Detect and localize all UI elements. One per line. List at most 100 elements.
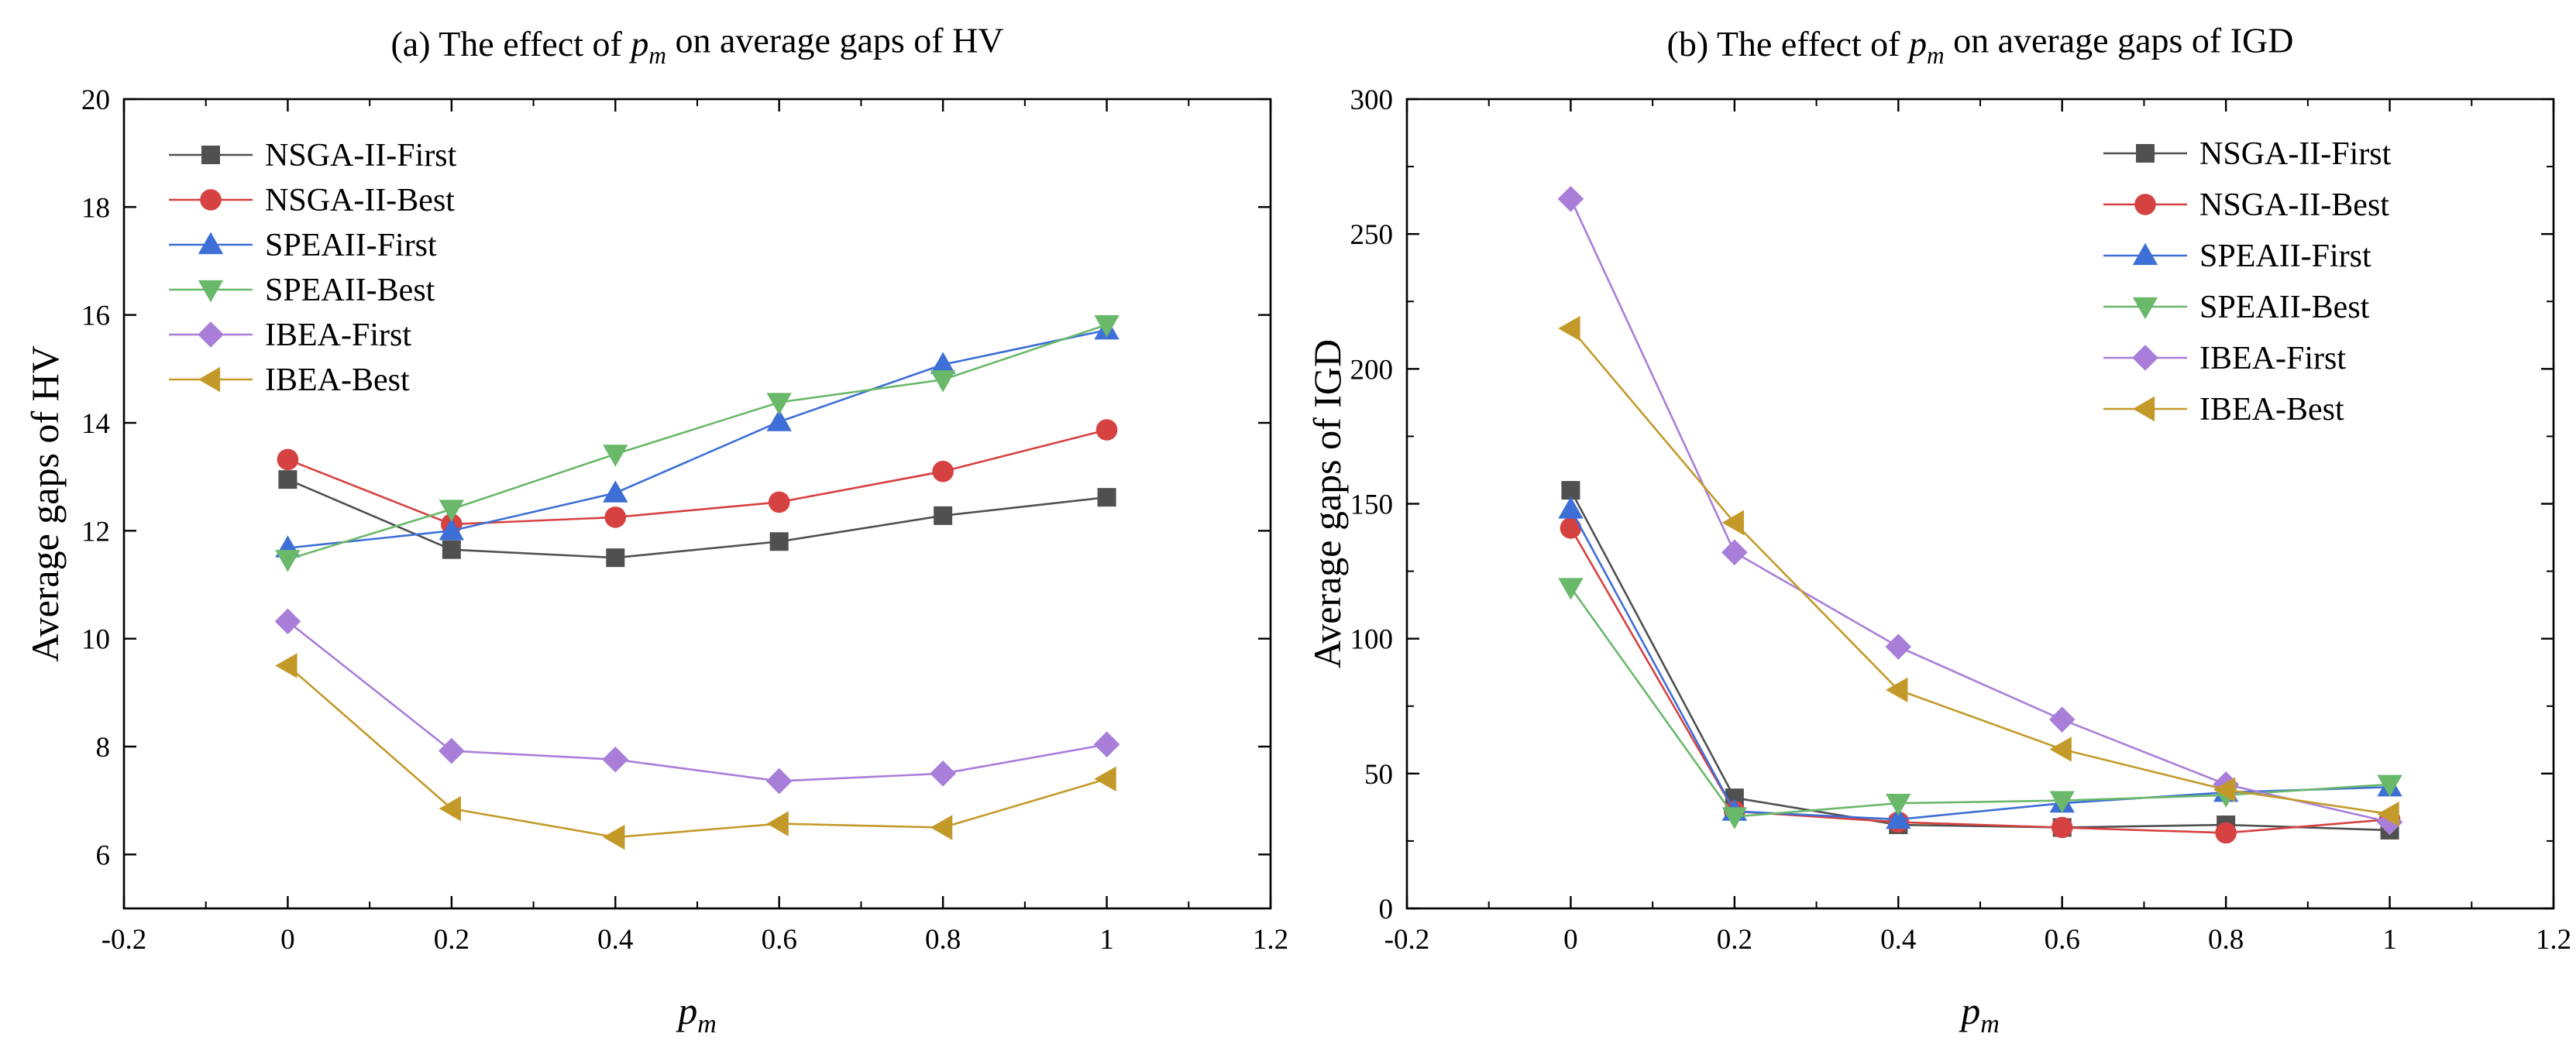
- data-point: [1097, 488, 1116, 507]
- data-point: [1721, 510, 1745, 536]
- data-point: [274, 608, 301, 635]
- data-point: [275, 550, 301, 572]
- data-point: [1558, 578, 1584, 600]
- series-line: [287, 428, 1107, 526]
- x-tick-label: -0.2: [1384, 924, 1430, 956]
- y-axis-label: Average gaps of IGD: [1305, 339, 1349, 668]
- data-point: [930, 352, 956, 374]
- data-point: [439, 500, 465, 522]
- series-speaii-first: [1558, 496, 2402, 829]
- x-tick-label: -0.2: [101, 924, 147, 956]
- data-point: [1560, 517, 1582, 539]
- legend-label: SPEAII-First: [2199, 239, 2371, 274]
- legend-marker: [2132, 345, 2158, 371]
- series-line: [287, 323, 1107, 561]
- legend-item: NSGA-II-Best: [169, 183, 455, 218]
- data-point: [1885, 634, 1912, 660]
- y-tick-label: 6: [96, 840, 111, 871]
- legend-item: IBEA-First: [169, 318, 411, 353]
- data-point: [932, 460, 954, 482]
- series-line: [1570, 527, 2390, 834]
- data-point: [604, 506, 627, 528]
- data-point: [1094, 766, 1116, 791]
- data-point: [439, 737, 465, 764]
- legend-item: SPEAII-Best: [169, 273, 435, 308]
- legend-marker: [2132, 396, 2155, 422]
- data-point: [439, 518, 465, 541]
- x-tick-label: 0.2: [434, 924, 469, 956]
- y-axis-label: Average gaps of HV: [23, 345, 67, 662]
- x-axis-label: pm: [676, 989, 717, 1039]
- data-point: [439, 795, 462, 822]
- legend-marker: [198, 232, 224, 255]
- data-point: [1721, 539, 1748, 565]
- x-tick-label: 0.4: [1880, 924, 1916, 956]
- series-line: [1570, 198, 2390, 823]
- legend-marker: [198, 280, 224, 303]
- y-tick-label: 10: [81, 624, 110, 656]
- x-tick-label: 1: [1099, 924, 1114, 956]
- series-line: [1570, 586, 2390, 818]
- x-tick-label: 0.8: [925, 924, 961, 956]
- y-tick-label: 300: [1350, 84, 1394, 116]
- data-point: [930, 815, 953, 840]
- series-speaii-first: [275, 317, 1119, 558]
- x-tick-label: 0.2: [1717, 924, 1752, 956]
- series-line: [1570, 508, 2390, 821]
- legend-marker: [201, 146, 220, 164]
- data-point: [1558, 496, 1584, 519]
- x-tick-label: 1: [2382, 924, 2397, 956]
- chart-panel-hv: (a) The effect of pm on average gaps of …: [23, 20, 1288, 1039]
- legend-marker: [200, 189, 222, 211]
- data-point: [2051, 816, 2073, 839]
- x-axis-label: pm: [1959, 989, 2000, 1039]
- y-tick-label: 0: [1379, 894, 1394, 925]
- legend-marker: [2132, 297, 2158, 320]
- data-point: [766, 409, 792, 431]
- legend-item: SPEAII-First: [169, 228, 437, 263]
- x-tick-label: 0.6: [762, 924, 797, 956]
- data-point: [603, 480, 628, 503]
- data-point: [603, 824, 625, 850]
- data-point: [930, 761, 956, 787]
- legend-item: NSGA-II-First: [169, 138, 457, 173]
- legend-label: SPEAII-Best: [2199, 290, 2370, 325]
- data-point: [275, 653, 297, 678]
- data-point: [2049, 737, 2072, 762]
- data-point: [769, 532, 789, 551]
- legend-item: IBEA-First: [2103, 341, 2346, 376]
- data-point: [1095, 419, 1118, 441]
- legend-item: NSGA-II-Best: [2103, 187, 2389, 223]
- y-tick-label: 16: [81, 300, 110, 332]
- data-point: [603, 445, 628, 467]
- data-point: [765, 767, 793, 795]
- data-point: [442, 540, 461, 559]
- series-speaii-best: [275, 315, 1119, 572]
- y-tick-label: 14: [81, 408, 110, 440]
- legend-label: IBEA-First: [265, 318, 411, 353]
- data-point: [766, 811, 789, 836]
- data-point: [2048, 706, 2076, 733]
- y-tick-label: 50: [1364, 759, 1393, 791]
- y-tick-label: 8: [96, 732, 111, 764]
- chart-title: (b) The effect of pm on average gaps of …: [1667, 20, 2294, 69]
- data-point: [930, 370, 956, 393]
- data-point: [2215, 822, 2237, 844]
- legend-label: IBEA-Best: [2199, 392, 2344, 427]
- legend-marker: [198, 366, 221, 393]
- legend-item: SPEAII-First: [2103, 239, 2371, 274]
- series-line: [287, 478, 1107, 559]
- series-ibea-first: [274, 608, 1120, 795]
- data-point: [1721, 807, 1748, 829]
- legend-label: NSGA-II-First: [2199, 136, 2392, 172]
- legend-label: NSGA-II-Best: [265, 183, 455, 218]
- y-tick-label: 100: [1350, 624, 1394, 656]
- x-tick-label: 0: [1563, 924, 1578, 956]
- legend-label: IBEA-First: [2199, 341, 2346, 376]
- data-point: [768, 491, 790, 513]
- data-point: [2377, 801, 2399, 827]
- legend-label: SPEAII-Best: [265, 273, 435, 308]
- series-line: [287, 328, 1107, 549]
- x-tick-label: 0.4: [597, 924, 633, 956]
